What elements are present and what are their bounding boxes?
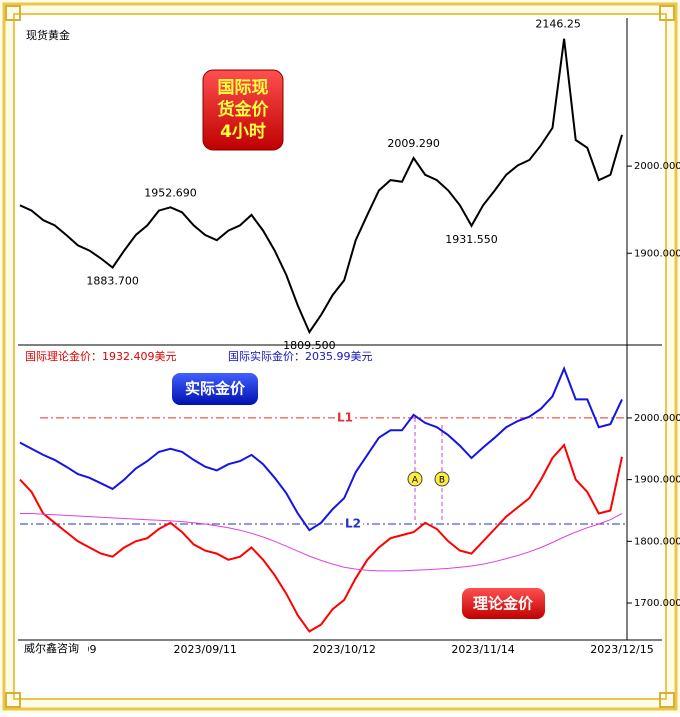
reference-label-bg [335, 410, 355, 425]
legend-label: 理论金价 [473, 595, 534, 613]
annotation: 国际理论金价：1932.409美元 [25, 349, 177, 363]
extreme-label: 1809.500 [283, 339, 336, 352]
badge-text: 4小时 [220, 122, 266, 142]
x-tick-label: 2023/12/15 [590, 643, 653, 656]
series-line [19, 365, 623, 532]
extreme-label: 2146.25 [535, 18, 581, 31]
watermark-box [22, 641, 88, 657]
reference-label: L1 [337, 410, 353, 424]
series-line [19, 38, 623, 335]
legend-label: 实际金价 [185, 380, 246, 398]
extreme-label: 1952.690 [144, 186, 197, 199]
marker-circle [434, 471, 450, 487]
marker-label: B [439, 476, 445, 486]
extreme-label: 1931.550 [445, 233, 498, 246]
y-tick-label: 1900.000 [634, 248, 680, 259]
marker-circle [407, 471, 423, 487]
legend-box [462, 588, 545, 619]
reference-label-bg [343, 517, 363, 532]
watermark: 威尔鑫咨询 [24, 641, 79, 655]
extreme-label: 2009.290 [387, 137, 440, 150]
series-line [20, 513, 623, 572]
y-tick-label: 1700.000 [634, 598, 680, 609]
annotation: 国际实际金价：2035.99美元 [228, 349, 373, 363]
badge-text: 货金价 [218, 99, 270, 120]
reference-label: L2 [345, 517, 361, 531]
corner-ornaments [5, 5, 675, 708]
x-tick-label: 2023/11/14 [451, 643, 514, 656]
x-tick-label: 2023/10/12 [312, 643, 375, 656]
series-line [19, 443, 623, 633]
badge-text: 国际现 [218, 78, 269, 98]
extreme-label: 1883.700 [86, 274, 139, 287]
y-tick-label: 2000.000 [634, 161, 680, 172]
badge-box [202, 69, 284, 151]
x-tick-label: 2023/09/11 [174, 643, 237, 656]
plot: 2000.000 1900.000 2146.25 2009.290 1952.690 1… [19, 18, 680, 656]
chart-title: 现货黄金 [26, 28, 70, 42]
y-tick-label: 2000.000 [634, 413, 680, 424]
plot-background [13, 13, 667, 700]
legend-box [172, 373, 258, 405]
y-tick-label: 1900.000 [634, 475, 680, 486]
marker-label: A [412, 476, 419, 486]
y-tick-label: 1800.000 [634, 536, 680, 547]
